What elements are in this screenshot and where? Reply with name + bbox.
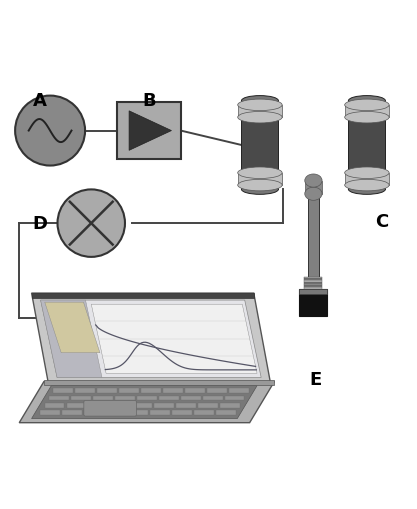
Polygon shape <box>32 294 270 382</box>
Ellipse shape <box>238 167 282 179</box>
Ellipse shape <box>345 167 389 179</box>
Circle shape <box>58 190 125 258</box>
Bar <box>348 101 385 190</box>
Bar <box>117 103 181 160</box>
Bar <box>299 290 327 294</box>
Bar <box>241 101 279 190</box>
Polygon shape <box>19 382 274 423</box>
Bar <box>62 411 82 415</box>
Bar <box>75 388 95 393</box>
Bar <box>53 388 73 393</box>
Bar <box>194 411 214 415</box>
Bar <box>163 388 183 393</box>
Ellipse shape <box>305 175 322 188</box>
Bar <box>49 396 69 401</box>
Bar <box>128 411 148 415</box>
Bar <box>220 403 240 408</box>
Bar <box>345 106 389 118</box>
Bar <box>111 403 130 408</box>
Ellipse shape <box>238 112 282 124</box>
Polygon shape <box>32 294 254 298</box>
Text: D: D <box>32 215 47 233</box>
Polygon shape <box>32 386 257 419</box>
Polygon shape <box>40 300 102 378</box>
Bar <box>304 279 322 280</box>
Ellipse shape <box>238 100 282 111</box>
Text: A: A <box>33 92 47 109</box>
Ellipse shape <box>241 96 279 107</box>
Bar <box>40 411 60 415</box>
Bar <box>207 388 227 393</box>
Bar <box>132 403 152 408</box>
Ellipse shape <box>345 112 389 124</box>
Polygon shape <box>45 302 100 353</box>
Bar <box>345 174 389 186</box>
Bar <box>67 403 86 408</box>
Bar <box>304 282 322 284</box>
Bar <box>44 380 274 385</box>
Bar <box>299 290 327 316</box>
Bar <box>150 411 170 415</box>
Bar <box>304 286 322 288</box>
Polygon shape <box>91 304 257 374</box>
Bar <box>304 284 322 286</box>
Polygon shape <box>40 300 261 378</box>
Bar <box>229 388 249 393</box>
Ellipse shape <box>345 100 389 111</box>
Ellipse shape <box>238 180 282 191</box>
Bar <box>225 396 244 401</box>
Bar <box>198 403 218 408</box>
Bar <box>84 411 104 415</box>
Bar <box>216 411 236 415</box>
Bar <box>115 396 135 401</box>
Ellipse shape <box>345 180 389 191</box>
Bar <box>172 411 192 415</box>
Circle shape <box>15 96 85 166</box>
Bar <box>88 403 108 408</box>
Ellipse shape <box>348 96 385 107</box>
Bar <box>159 396 178 401</box>
Bar <box>203 396 223 401</box>
Bar <box>106 411 126 415</box>
Text: E: E <box>309 371 322 389</box>
Bar <box>308 192 319 279</box>
Text: B: B <box>142 92 156 109</box>
Bar <box>154 403 174 408</box>
Ellipse shape <box>305 188 322 201</box>
Polygon shape <box>129 111 171 151</box>
Bar <box>305 181 322 194</box>
Bar <box>119 388 139 393</box>
Bar <box>176 403 196 408</box>
Bar <box>93 396 113 401</box>
Bar <box>185 388 205 393</box>
Bar <box>137 396 157 401</box>
Text: C: C <box>375 213 388 231</box>
Ellipse shape <box>241 185 279 195</box>
Bar <box>181 396 201 401</box>
Bar <box>304 288 322 290</box>
Bar <box>304 277 322 279</box>
FancyBboxPatch shape <box>84 401 136 416</box>
Bar <box>238 174 282 186</box>
Ellipse shape <box>348 185 385 195</box>
Bar <box>141 388 161 393</box>
Bar <box>45 403 65 408</box>
Bar <box>71 396 91 401</box>
Bar <box>304 280 322 282</box>
Bar <box>238 106 282 118</box>
Bar <box>97 388 117 393</box>
